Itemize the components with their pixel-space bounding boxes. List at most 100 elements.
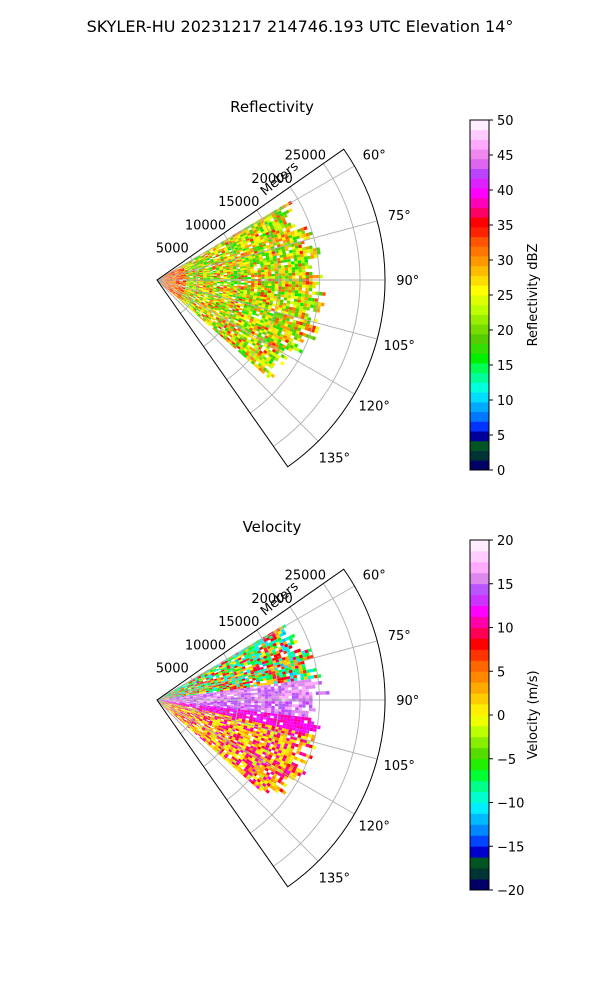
echo-cell <box>243 710 248 713</box>
echo-cell <box>252 246 257 250</box>
echo-cell <box>297 744 303 749</box>
echo-cell <box>228 339 233 343</box>
echo-cell <box>208 711 213 714</box>
echo-cell <box>211 685 216 688</box>
echo-cell <box>280 760 285 765</box>
echo-cell <box>188 297 192 300</box>
echo-cell <box>241 753 246 757</box>
echo-cell <box>231 316 236 320</box>
echo-cell <box>189 262 193 265</box>
echo-cell <box>265 637 271 642</box>
echo-cell <box>283 214 288 219</box>
echo-cell <box>252 262 257 265</box>
echo-cell <box>198 268 203 271</box>
echo-cell <box>203 304 208 307</box>
echo-cell <box>277 235 282 240</box>
echo-cell <box>240 289 244 292</box>
echo-cell <box>178 271 182 273</box>
echo-cell <box>236 233 240 238</box>
echo-cell <box>240 312 245 316</box>
echo-cell <box>281 739 286 744</box>
echo-cell <box>254 233 260 238</box>
echo-cell <box>183 291 188 294</box>
echo-cell <box>216 276 221 279</box>
echo-cell <box>237 237 242 241</box>
echo-cell <box>291 289 296 294</box>
echo-cell <box>213 740 218 744</box>
echo-cell <box>291 769 296 774</box>
echo-cell <box>205 314 209 318</box>
echo-cell <box>187 686 191 689</box>
echo-cell <box>306 672 311 677</box>
echo-cell <box>260 687 265 691</box>
echo-cell <box>249 264 254 268</box>
echo-cell <box>227 678 232 681</box>
echo-cell <box>279 324 285 329</box>
echo-cell <box>206 671 211 675</box>
echo-cell <box>246 316 251 321</box>
echo-cell <box>285 693 289 696</box>
echo-cell <box>213 258 218 261</box>
echo-cell <box>239 660 244 664</box>
echo-cell <box>247 704 251 707</box>
echo-cell <box>251 276 255 280</box>
echo-cell <box>297 651 303 656</box>
echo-cell <box>202 289 206 291</box>
echo-cell <box>269 751 274 756</box>
echo-cell <box>182 282 187 284</box>
echo-cell <box>187 291 192 293</box>
echo-cell <box>294 245 299 250</box>
echo-cell <box>192 272 197 275</box>
echo-cell <box>297 334 303 339</box>
echo-cell <box>254 285 258 288</box>
echo-cell <box>209 707 214 709</box>
echo-cell <box>246 728 251 732</box>
echo-cell <box>284 289 289 293</box>
echo-cell <box>172 283 176 285</box>
echo-cell <box>276 214 281 219</box>
echo-cell <box>182 280 187 282</box>
echo-cell <box>219 707 224 710</box>
echo-cell <box>248 346 254 351</box>
echo-cell <box>271 288 275 292</box>
echo-cell <box>281 638 286 643</box>
echo-cell <box>275 754 280 759</box>
echo-cell <box>204 714 208 717</box>
echo-cell <box>178 293 182 296</box>
echo-cell <box>191 268 195 270</box>
echo-cell <box>222 684 226 687</box>
echo-cell <box>179 281 183 283</box>
echo-cell <box>185 722 189 725</box>
echo-cell <box>211 292 216 295</box>
echo-cell <box>238 259 243 262</box>
echo-cell <box>186 275 190 277</box>
echo-cell <box>220 309 224 313</box>
echo-cell <box>189 702 194 704</box>
echo-cell <box>187 711 191 714</box>
echo-cell <box>307 717 312 722</box>
echo-cell <box>276 734 281 739</box>
echo-cell <box>182 274 186 276</box>
echo-cell <box>161 702 166 704</box>
echo-cell <box>302 752 307 757</box>
echo-cell <box>229 288 234 291</box>
echo-cell <box>220 696 224 699</box>
echo-cell <box>186 264 191 268</box>
echo-cell <box>172 282 176 284</box>
echo-cell <box>247 234 252 238</box>
echo-cell <box>260 289 265 293</box>
echo-cell <box>270 758 275 763</box>
echo-cell <box>237 243 241 248</box>
echo-cell <box>174 270 178 273</box>
range-ring <box>249 186 320 414</box>
echo-cell <box>208 710 213 713</box>
echo-cell <box>263 682 268 686</box>
echo-cell <box>255 740 260 745</box>
echo-cell <box>299 673 304 678</box>
echo-cell <box>230 337 235 342</box>
echo-cell <box>295 269 299 273</box>
echo-cell <box>240 275 245 278</box>
echo-cell <box>179 694 183 697</box>
echo-cell <box>257 362 262 368</box>
echo-cell <box>287 744 292 749</box>
